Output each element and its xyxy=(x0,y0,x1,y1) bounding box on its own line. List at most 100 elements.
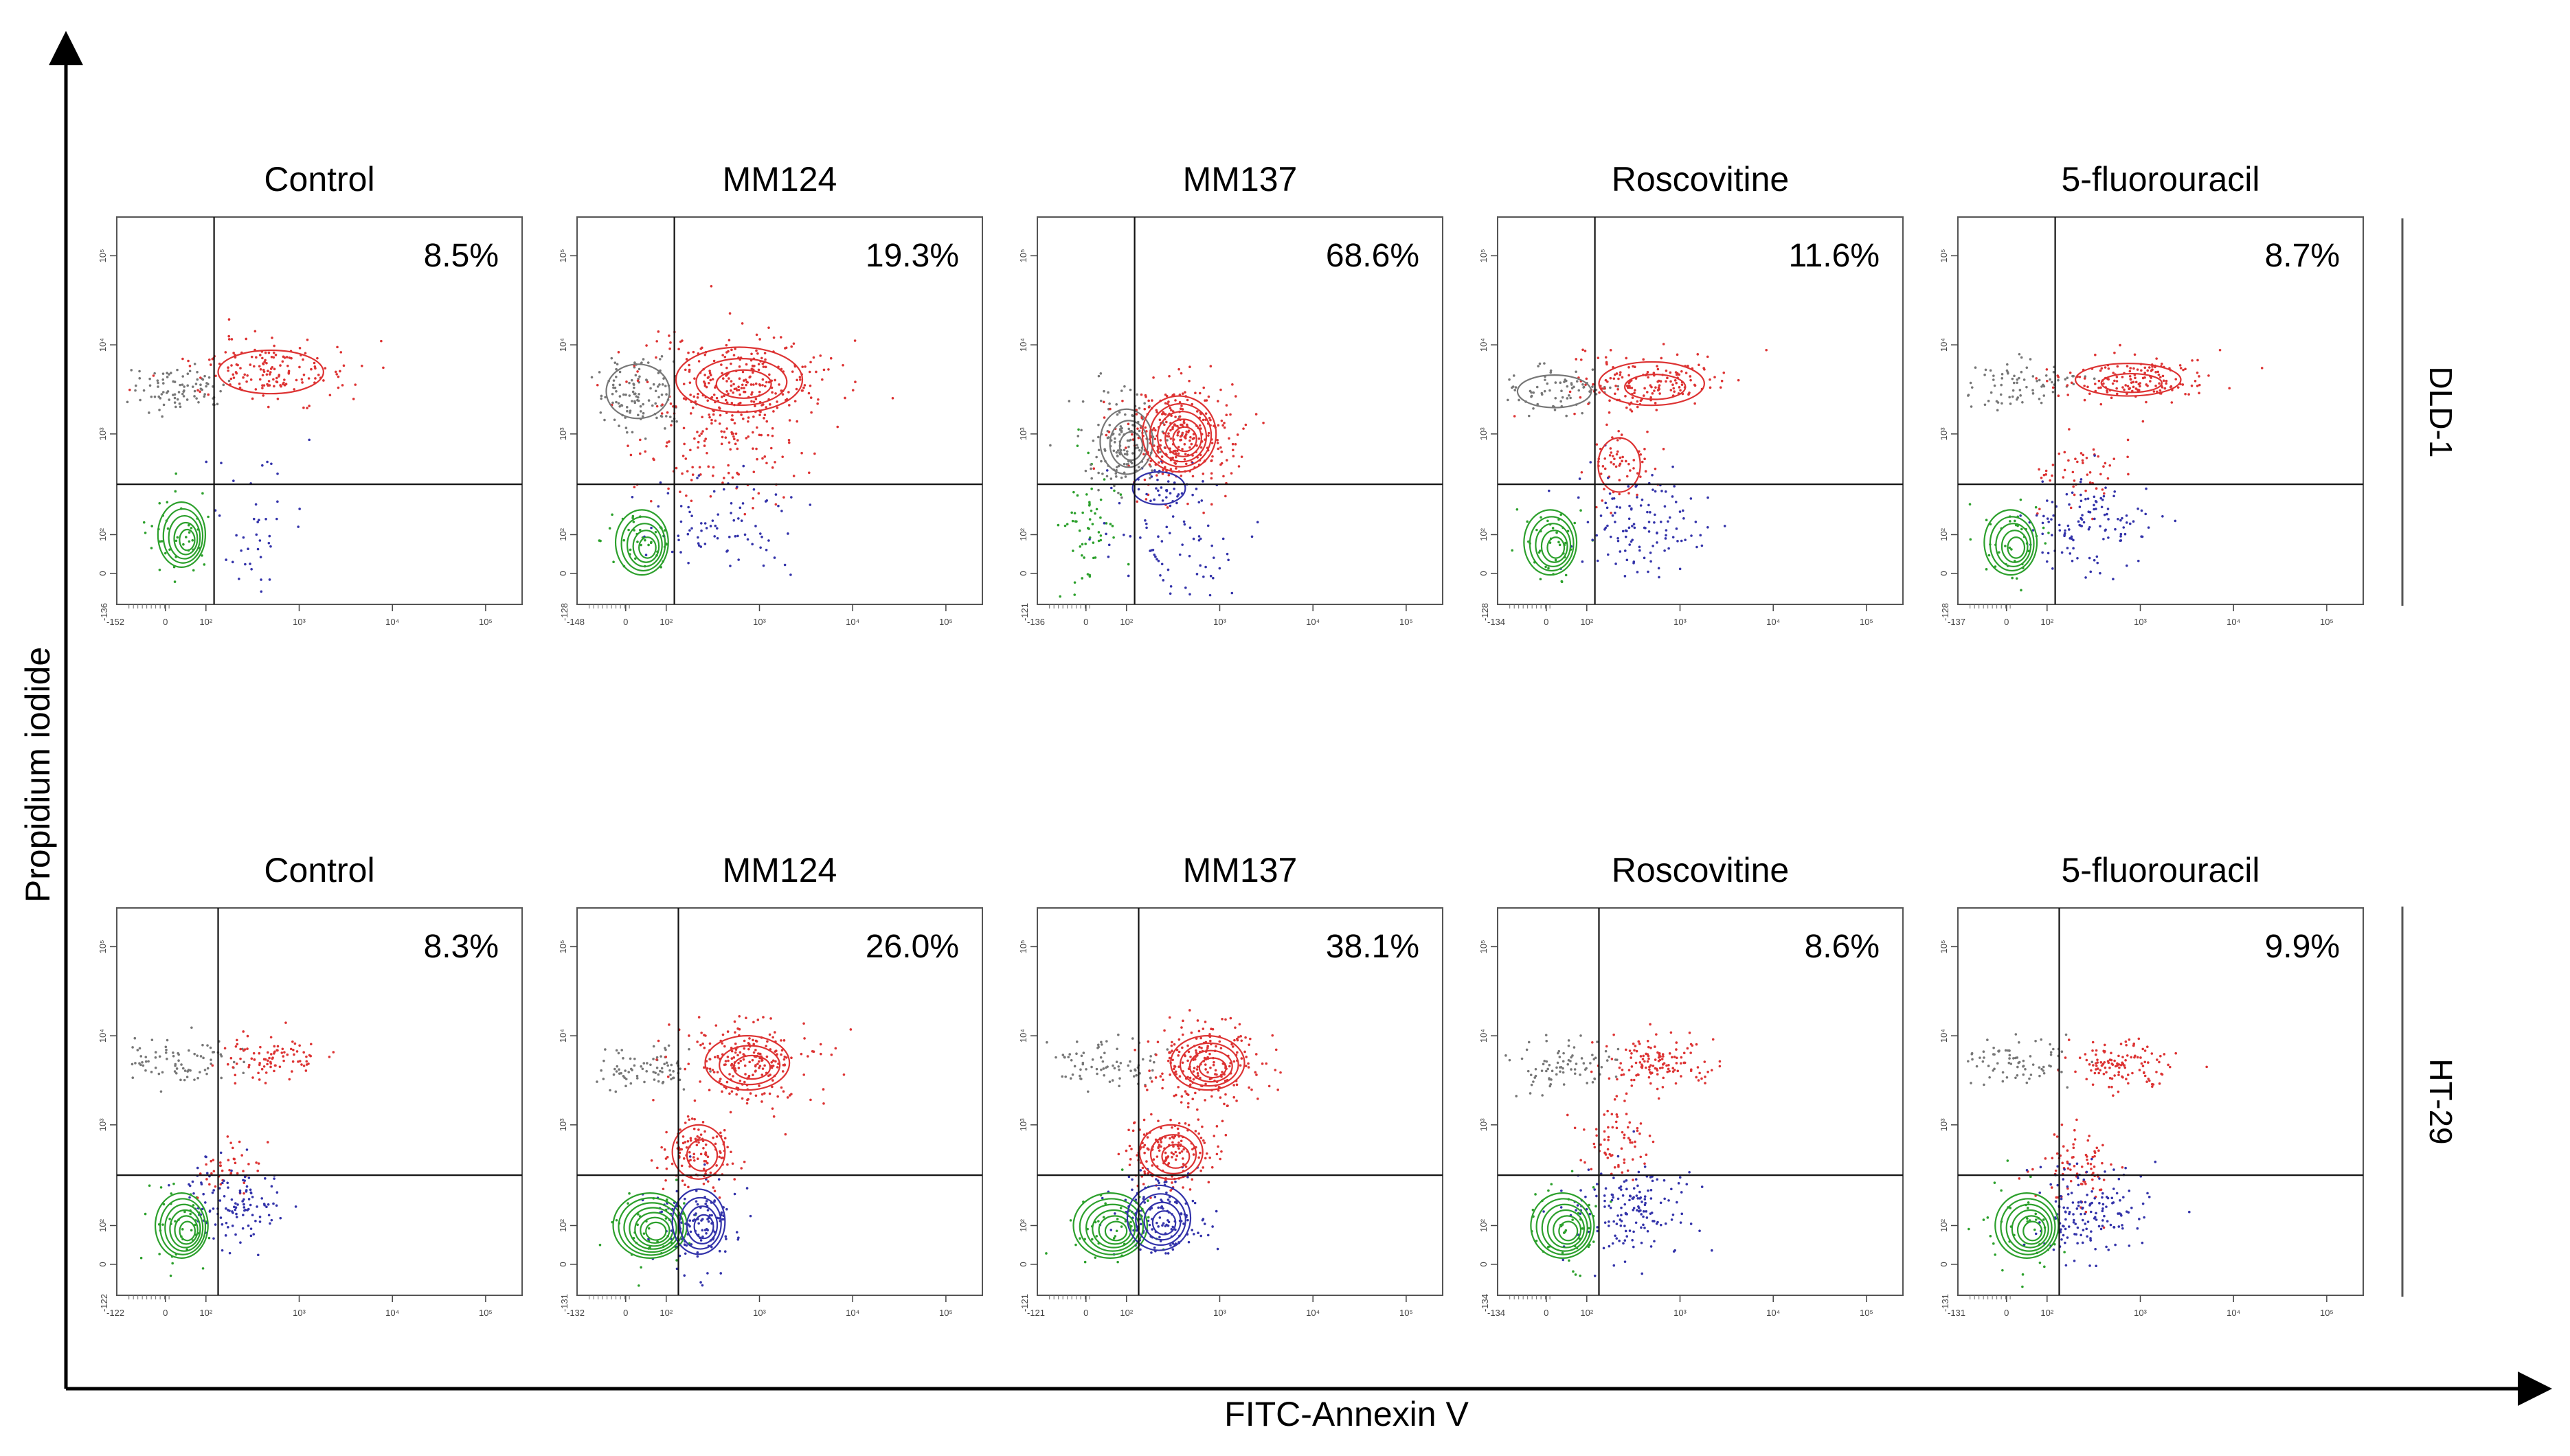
event-dot xyxy=(1117,1152,1120,1156)
event-dot xyxy=(1579,1189,1582,1192)
event-dot xyxy=(1162,579,1165,582)
event-dot xyxy=(1182,1148,1185,1151)
event-dot xyxy=(243,373,247,376)
event-dot xyxy=(245,1185,249,1188)
event-dot xyxy=(769,1017,772,1020)
event-dot xyxy=(2069,371,2072,374)
event-dot xyxy=(1265,1062,1268,1065)
contour-ring xyxy=(638,536,657,559)
event-dot xyxy=(1659,1201,1662,1205)
event-dots xyxy=(131,1021,335,1277)
event-dot xyxy=(653,1078,656,1081)
event-dot xyxy=(267,369,269,373)
event-dot xyxy=(339,369,341,373)
event-dot xyxy=(1564,378,1567,381)
event-dot xyxy=(1169,584,1173,588)
event-dot xyxy=(205,1178,208,1181)
event-dot xyxy=(776,1066,779,1069)
event-dot xyxy=(1245,1056,1248,1058)
event-dot xyxy=(1153,1060,1156,1064)
event-dot xyxy=(703,353,707,356)
event-dot xyxy=(1621,1068,1624,1071)
event-dot xyxy=(2029,1175,2032,1179)
event-dot xyxy=(688,1118,690,1122)
event-dot xyxy=(158,1055,161,1058)
event-dot xyxy=(682,383,686,385)
event-dot xyxy=(139,1055,143,1058)
event-dot xyxy=(742,1058,745,1061)
event-dot xyxy=(1605,1059,1609,1062)
event-dot xyxy=(1568,390,1572,394)
event-dot xyxy=(1115,475,1118,478)
event-dot xyxy=(1095,1067,1098,1071)
event-dot xyxy=(2100,505,2104,509)
event-dot xyxy=(1662,1179,1666,1182)
event-dot xyxy=(1237,465,1241,468)
event-dot xyxy=(1144,519,1147,522)
event-dot xyxy=(1647,1054,1650,1058)
event-dot xyxy=(1147,406,1151,409)
event-dot xyxy=(269,545,272,548)
event-dot xyxy=(1664,490,1667,493)
event-dot xyxy=(1618,479,1621,481)
event-dot xyxy=(703,1159,706,1163)
event-dot xyxy=(1147,1040,1150,1043)
x-tick-label: 10⁵ xyxy=(939,1308,953,1318)
event-dot xyxy=(243,1209,246,1212)
event-dot xyxy=(1216,442,1219,444)
event-dot xyxy=(725,401,729,405)
event-dot xyxy=(1591,1040,1594,1044)
event-dot xyxy=(1128,1144,1131,1148)
event-dot xyxy=(208,1183,211,1186)
event-dot xyxy=(755,349,758,352)
event-dot xyxy=(2088,556,2091,560)
event-dot xyxy=(1616,439,1619,442)
event-dot xyxy=(1170,1044,1173,1047)
event-dot xyxy=(615,1070,618,1073)
event-dot xyxy=(283,378,286,381)
event-dot xyxy=(142,521,146,524)
event-dot xyxy=(227,366,229,369)
event-dot xyxy=(1181,448,1184,451)
event-dot xyxy=(240,549,243,552)
event-dot xyxy=(2102,538,2105,541)
event-dot xyxy=(772,1115,776,1118)
event-dot xyxy=(689,1137,692,1140)
event-dot xyxy=(1127,422,1130,426)
event-dot xyxy=(632,383,635,386)
event-dot xyxy=(711,1069,714,1071)
event-dot xyxy=(1219,446,1222,449)
event-dot xyxy=(1221,1119,1224,1123)
event-dot xyxy=(1558,543,1562,547)
event-dot xyxy=(765,406,768,409)
event-dot xyxy=(1232,1095,1236,1099)
event-dot xyxy=(1187,1050,1191,1054)
event-dot xyxy=(657,1039,660,1043)
event-dot xyxy=(1651,474,1654,477)
event-dot xyxy=(688,368,691,372)
event-dot xyxy=(1676,353,1679,356)
event-dot xyxy=(631,431,634,434)
event-dot xyxy=(1660,356,1663,360)
event-dot xyxy=(2038,398,2041,400)
event-dot xyxy=(685,358,688,361)
event-dot xyxy=(1547,567,1550,570)
event-dot xyxy=(701,1235,704,1238)
event-dot xyxy=(222,383,225,387)
event-dot xyxy=(1648,1068,1651,1071)
event-dot xyxy=(773,556,776,559)
event-dot xyxy=(1240,1039,1243,1043)
event-dot xyxy=(1599,1172,1603,1175)
event-dot xyxy=(2181,383,2185,386)
event-dot xyxy=(1149,459,1153,463)
event-dot xyxy=(1584,383,1587,386)
event-dot xyxy=(691,466,694,469)
event-dot xyxy=(640,543,642,547)
event-dot xyxy=(1105,475,1109,478)
event-dot xyxy=(1610,451,1613,454)
event-dot xyxy=(1101,473,1104,475)
event-dot xyxy=(851,389,855,391)
event-dot xyxy=(1630,1078,1633,1082)
event-dot xyxy=(1605,1045,1608,1048)
contour-ring xyxy=(1529,516,1575,572)
